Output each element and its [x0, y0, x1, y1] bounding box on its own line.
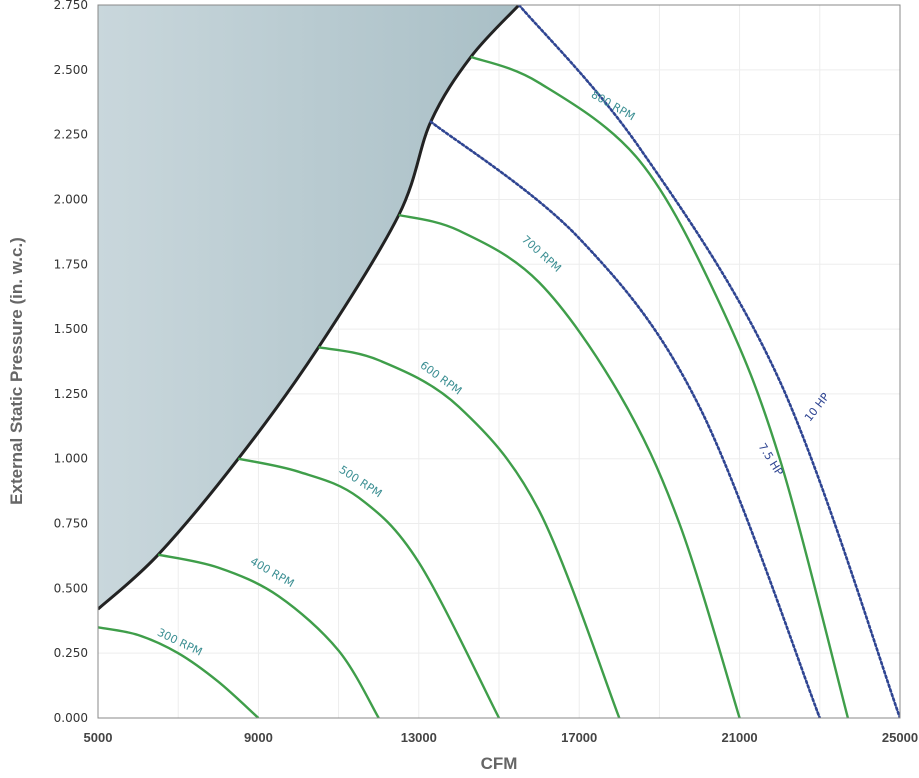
rpm-curve [318, 346, 621, 718]
y-tick-label: 1.500 [54, 322, 88, 336]
rpm-curve [98, 626, 260, 718]
hp-line [429, 120, 822, 718]
rpm-curve [157, 553, 380, 718]
hp-lines [429, 5, 900, 718]
shaded-region [98, 5, 520, 610]
x-tick-label: 25000 [882, 730, 918, 745]
hp-line-label: 10 HP [802, 390, 832, 424]
y-tick-label: 0.250 [54, 646, 88, 660]
x-tick-label: 21000 [722, 730, 758, 745]
hp-line-label: 7.5 HP [756, 441, 786, 479]
plot-area [98, 5, 900, 718]
y-tick-label: 1.250 [54, 387, 88, 401]
y-tick-label: 1.000 [54, 452, 88, 466]
rpm-curve-label: 700 RPM [519, 233, 564, 275]
y-tick-label: 2.500 [54, 63, 88, 77]
y-tick-label: 1.750 [54, 257, 88, 271]
rpm-curve [398, 213, 741, 718]
y-axis-title: External Static Pressure (in. w.c.) [7, 237, 26, 505]
x-tick-label: 9000 [244, 730, 273, 745]
rpm-curve [470, 55, 850, 718]
y-tick-label: 0.750 [54, 517, 88, 531]
rpm-curve-label: 800 RPM [589, 88, 637, 123]
y-tick-label: 2.250 [54, 128, 88, 142]
boundary-line [98, 5, 521, 611]
rpm-curves [98, 55, 850, 718]
x-axis-title: CFM [481, 754, 518, 773]
y-tick-label: 2.750 [54, 0, 88, 12]
rpm-curve [238, 457, 501, 718]
rpm-curve-label: 400 RPM [248, 555, 296, 590]
hp-line [517, 5, 900, 718]
y-tick-label: 0.000 [54, 711, 88, 725]
y-tick-label: 0.500 [54, 581, 88, 595]
x-tick-label: 17000 [561, 730, 597, 745]
x-tick-label: 5000 [84, 730, 113, 745]
y-tick-label: 2.000 [54, 192, 88, 206]
plot-frame [97, 4, 901, 719]
x-tick-labels: 5000 9000 13000 17000 21000 25000 [84, 730, 919, 745]
x-tick-label: 13000 [401, 730, 437, 745]
rpm-curve-label: 500 RPM [337, 463, 385, 500]
y-tick-labels: 0.000 0.250 0.500 0.750 1.000 1.250 1.500 1.750… [54, 0, 88, 725]
